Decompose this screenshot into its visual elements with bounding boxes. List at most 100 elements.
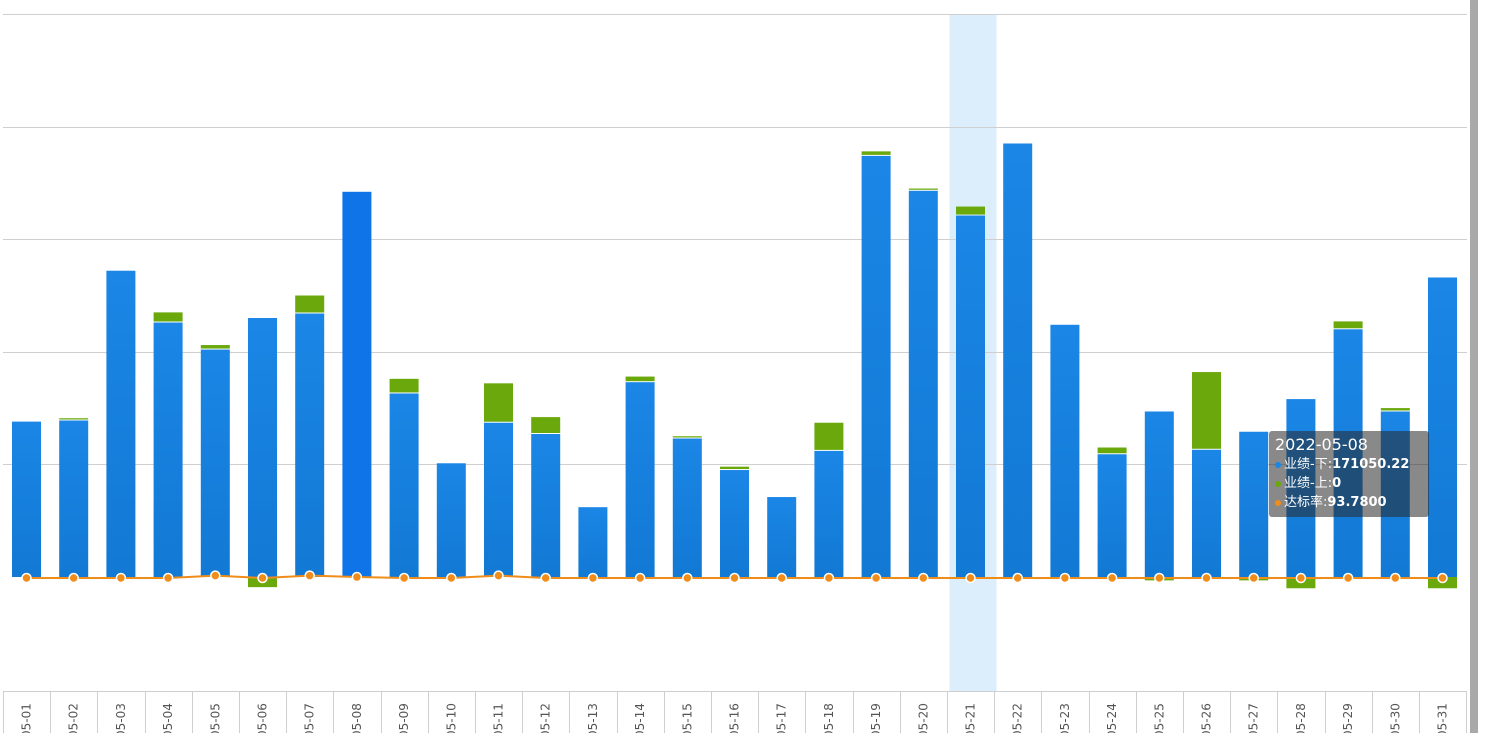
bar-series-1 (720, 470, 749, 577)
tooltip-row-value: 93.7800 (1327, 495, 1387, 510)
bar-series-1 (1097, 454, 1127, 577)
series-3-point (351, 571, 363, 583)
bar-series-2 (531, 417, 561, 433)
bar-series-1 (295, 313, 325, 577)
series-3-point (1106, 572, 1118, 584)
bar-series-2 (1380, 408, 1410, 411)
bar-series-2 (200, 345, 230, 349)
series-3-point (1012, 572, 1023, 584)
bar-series-1 (1144, 411, 1174, 577)
vertical-scrollbar[interactable] (1470, 0, 1478, 733)
bar-series-1 (248, 318, 277, 577)
x-tick-label: 05-05 (208, 703, 222, 733)
bar-series-2 (908, 188, 938, 190)
bar-series-2 (1097, 447, 1127, 454)
series-3-point (1201, 572, 1212, 584)
series-3-point (162, 572, 174, 584)
series-3-point (304, 570, 315, 581)
x-tick-label: 05-26 (1200, 703, 1214, 733)
x-tick-label: 05-20 (916, 703, 930, 733)
tooltip-row-label: 业绩-上: (1284, 476, 1333, 491)
series-3-point (1059, 572, 1071, 584)
x-tick-label: 05-19 (869, 703, 883, 733)
bar-series-2 (672, 436, 702, 438)
bar-series-1 (436, 463, 466, 577)
x-tick-label: 05-01 (20, 703, 34, 733)
bar-series-2 (956, 206, 985, 215)
bar-series-2 (720, 466, 749, 470)
bar-series-1 (672, 438, 702, 577)
bar-series-2 (389, 378, 419, 393)
x-tick-label: 05-14 (633, 703, 647, 733)
x-tick-label: 05-11 (492, 703, 506, 733)
x-tick-label: 05-24 (1105, 703, 1119, 733)
series-3-point (823, 572, 835, 584)
bar-series-1 (578, 507, 608, 577)
series-3-point (493, 570, 504, 581)
bar-series-1 (389, 393, 419, 577)
bar-series-1 (200, 349, 230, 577)
series-3-point (446, 572, 457, 584)
tooltip-row-value: 171050.22 (1332, 457, 1410, 472)
x-tick-label: 05-12 (539, 703, 553, 733)
bar-series-1 (908, 190, 938, 578)
series-3-point (965, 572, 976, 584)
tooltip-row-series-2: 业绩-上:0 (1275, 474, 1423, 493)
x-tick-label: 05-07 (303, 703, 317, 733)
bar-series-1 (814, 450, 844, 577)
series-3-point (1248, 572, 1259, 584)
x-tick-label: 05-03 (114, 703, 128, 733)
series-3-dot-icon (1275, 499, 1281, 506)
x-tick-label: 05-22 (1011, 703, 1025, 733)
tooltip-row-value: 0 (1332, 476, 1342, 491)
series-3-point (918, 572, 929, 584)
x-tick-label: 05-06 (256, 703, 270, 733)
x-tick-label: 05-10 (444, 703, 458, 733)
x-tick-label: 05-28 (1294, 703, 1308, 733)
series-3-point (729, 572, 740, 584)
bar-series-1 (1192, 449, 1221, 577)
bar-series-1 (625, 382, 655, 577)
bar-series-1 (342, 191, 372, 577)
x-tick-label: 05-23 (1058, 703, 1072, 733)
tooltip-row-series-3: 达标率:93.7800 (1275, 493, 1423, 512)
bar-series-1 (956, 215, 985, 577)
bar-series-1 (153, 322, 183, 577)
bar-series-1 (106, 270, 136, 577)
series-3-point (1295, 572, 1307, 584)
bar-series-2 (295, 295, 325, 313)
bar-series-2 (625, 376, 655, 382)
bar-series-2 (1192, 372, 1221, 449)
series-3-point (870, 572, 882, 584)
bar-series-2 (484, 383, 513, 422)
x-tick-label: 05-21 (964, 703, 978, 733)
series-3-point (634, 572, 646, 584)
bar-series-1 (59, 420, 89, 577)
x-tick-label: 05-30 (1388, 703, 1402, 733)
bar-series-2 (1333, 321, 1363, 329)
series-3-point (21, 572, 32, 584)
series-3-point (776, 572, 787, 584)
bar-series-1 (484, 422, 513, 577)
bar-series-1 (1428, 277, 1457, 577)
bar-series-2 (153, 312, 183, 322)
series-3-point (1154, 572, 1165, 584)
x-tick-label: 05-09 (397, 703, 411, 733)
bar-series-2 (59, 418, 89, 420)
series-3-point (68, 572, 79, 584)
series-3-point (115, 572, 127, 584)
bar-series-1 (861, 155, 891, 577)
bar-series-1 (1239, 431, 1269, 577)
bar-series-1 (1050, 324, 1080, 577)
series-3-point (257, 572, 268, 584)
bar-series-1 (531, 433, 561, 577)
x-tick-label: 05-17 (775, 703, 789, 733)
x-tick-label: 05-15 (680, 703, 694, 733)
bar-series-1 (767, 497, 797, 577)
series-3-point (1437, 572, 1448, 584)
x-tick-label: 05-08 (350, 703, 364, 733)
series-3-point (1390, 572, 1401, 584)
tooltip-row-label: 业绩-下: (1284, 457, 1333, 472)
x-tick-label: 05-31 (1436, 703, 1450, 733)
tooltip-row-label: 达标率: (1284, 495, 1328, 510)
